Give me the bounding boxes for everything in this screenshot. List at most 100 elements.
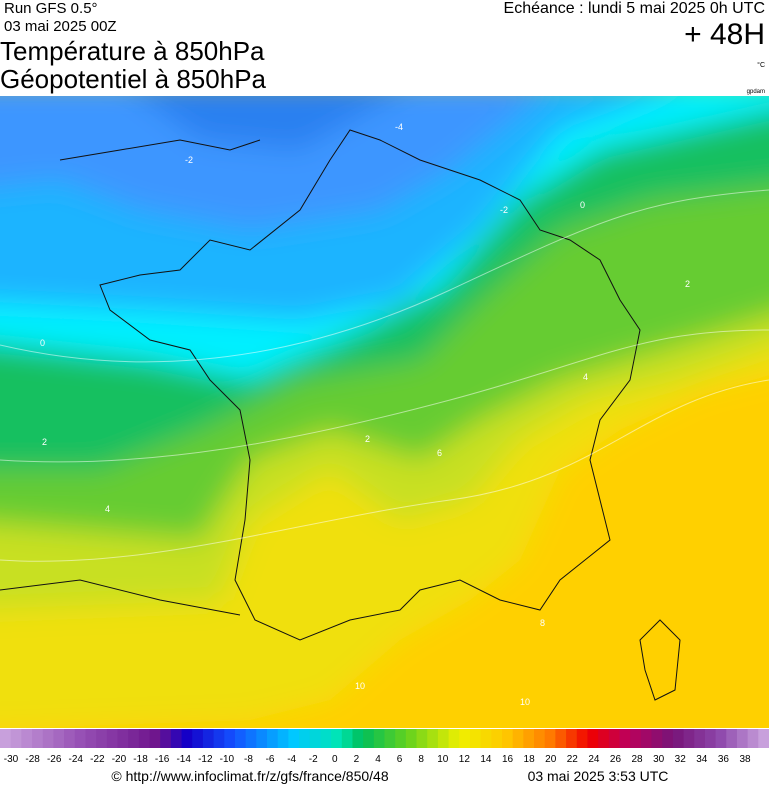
colorbar-cell — [309, 729, 321, 748]
colorbar-cell — [64, 729, 76, 748]
colorbar-cell — [277, 729, 289, 748]
colorbar-cell — [341, 729, 353, 748]
colorbar-cell — [395, 729, 407, 748]
contour-label: 8 — [540, 618, 545, 628]
colorbar-cell — [480, 729, 492, 748]
colorbar-label: -6 — [266, 754, 275, 765]
colorbar-cell — [640, 729, 653, 748]
colorbar-cell — [21, 729, 33, 748]
colorbar-label: 10 — [437, 754, 449, 765]
colorbar-cell — [544, 729, 556, 748]
colorbar-cell — [288, 729, 300, 748]
colorbar-cell — [576, 729, 588, 748]
colorbar-cell — [234, 729, 247, 748]
colorbar-cell — [74, 729, 86, 748]
colorbar-cell — [320, 729, 332, 748]
colorbar-cell — [598, 729, 610, 748]
colorbar-label: -10 — [220, 754, 235, 765]
colorbar-label: -8 — [244, 754, 253, 765]
colorbar-cell — [0, 729, 12, 748]
colorbar-cell — [416, 729, 428, 748]
colorbar-cell — [512, 729, 524, 748]
colorbar-cell — [566, 729, 578, 748]
colorbar-cell — [202, 729, 215, 748]
colorbar-cell — [299, 729, 311, 748]
colorbar-cell — [160, 729, 172, 748]
colorbar-cell — [427, 729, 439, 748]
lead-time: + 48H — [684, 18, 765, 51]
colorbar-cell — [587, 729, 599, 748]
colorbar-label: -22 — [90, 754, 105, 765]
colorbar-cell — [106, 729, 118, 748]
colorbar-cell — [437, 729, 450, 748]
colorbar-cell — [373, 729, 385, 748]
colorbar-cell — [459, 729, 471, 748]
contour-label: -2 — [500, 205, 508, 215]
colorbar-label: -20 — [112, 754, 127, 765]
colorbar-cell — [192, 729, 204, 748]
footer-url: © http://www.infoclimat.fr/z/gfs/france/… — [111, 768, 388, 784]
contour-label: 10 — [520, 697, 530, 707]
colorbar-cell — [181, 729, 193, 748]
colorbar-label: -12 — [198, 754, 213, 765]
colorbar-label: 24 — [588, 754, 600, 765]
colorbar-cell — [448, 729, 460, 748]
colorbar-cell — [662, 729, 674, 748]
colorbar-cell — [501, 729, 514, 748]
colorbar-label: -26 — [47, 754, 62, 765]
contour-label: 10 — [355, 681, 365, 691]
colorbar-cell — [363, 729, 375, 748]
colorbar-label: 2 — [354, 754, 360, 765]
colorbar-cell — [352, 729, 364, 748]
colorbar-label: -4 — [287, 754, 296, 765]
contour-label: 0 — [40, 338, 45, 348]
colorbar-cell — [42, 729, 54, 748]
contour-label: -4 — [395, 122, 403, 132]
colorbar-label: 12 — [459, 754, 471, 765]
contour-label: 2 — [685, 279, 690, 289]
colorbar-cell — [747, 729, 759, 748]
colorbar-cell — [245, 729, 257, 748]
colorbar-label: -14 — [176, 754, 191, 765]
colorbar-cell — [267, 729, 279, 748]
colorbar-label: -30 — [4, 754, 19, 765]
contour-label: 4 — [583, 372, 588, 382]
colorbar-cell — [256, 729, 268, 748]
colorbar-cell — [32, 729, 44, 748]
run: Run GFS 0.5° — [4, 0, 98, 17]
colorbar-cell — [683, 729, 695, 748]
colorbar-cell — [224, 729, 236, 748]
colorbar-cell — [523, 729, 535, 748]
colorbar-cell — [469, 729, 482, 748]
colorbar-label: 14 — [480, 754, 492, 765]
colorbar-label: 18 — [524, 754, 536, 765]
colorbar-cell — [117, 729, 129, 748]
colorbar-label: 38 — [739, 754, 751, 765]
colorbar-label: 8 — [418, 754, 424, 765]
colorbar-label: 36 — [718, 754, 730, 765]
colorbar-label: 34 — [696, 754, 708, 765]
colorbar-label: -24 — [69, 754, 84, 765]
colorbar-cell — [331, 729, 343, 748]
colorbar-cell — [170, 729, 183, 748]
colorbar-label: 20 — [545, 754, 557, 765]
colorbar-cell — [715, 729, 727, 748]
colorbar-cell — [85, 729, 97, 748]
run-date: 03 mai 2025 00Z — [4, 18, 117, 35]
contour-label: 6 — [437, 448, 442, 458]
colorbar-cell — [726, 729, 738, 748]
colorbar-label: 4 — [375, 754, 381, 765]
colorbar-label: 26 — [610, 754, 622, 765]
colorbar-cell — [405, 729, 418, 748]
colorbar-cell — [619, 729, 631, 748]
colorbar-cell — [384, 729, 396, 748]
colorbar-cell — [213, 729, 225, 748]
echeance: Echéance : lundi 5 mai 2025 0h UTC — [504, 0, 765, 17]
colorbar-cell — [491, 729, 503, 748]
colorbar-cell — [694, 729, 706, 748]
footer-date: 03 mai 2025 3:53 UTC — [528, 768, 669, 784]
colorbar-label: 16 — [502, 754, 514, 765]
colorbar-label: 32 — [675, 754, 687, 765]
colorbar-label: -28 — [25, 754, 40, 765]
